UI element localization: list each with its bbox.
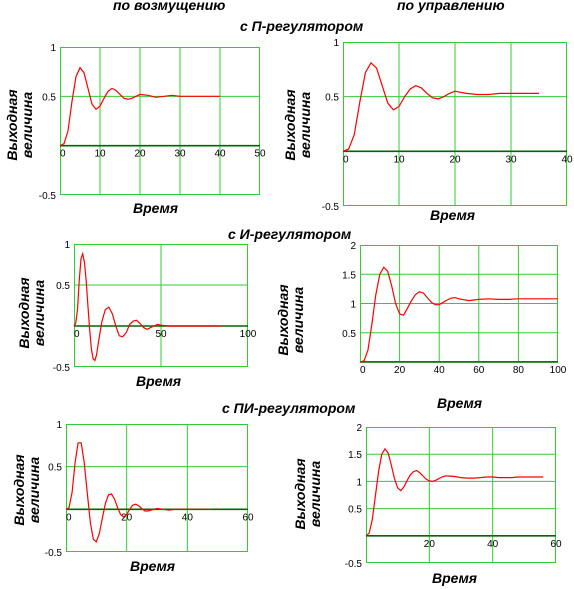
ylabel-p-control: Выходная величина <box>282 89 313 161</box>
x-tick-label: 30 <box>174 149 186 160</box>
y-tick-label: 0.5 <box>348 505 362 516</box>
header-disturbance: по возмущению <box>113 0 226 13</box>
x-tick-label: 20 <box>424 539 436 550</box>
x-tick-label: 40 <box>214 149 226 160</box>
header-p-controller: с П-регулятором <box>240 18 364 34</box>
x-tick-label: 20 <box>394 365 406 376</box>
series-line <box>73 251 222 362</box>
x-tick-label: 60 <box>473 365 485 376</box>
plot-frame <box>60 47 260 195</box>
y-tick-label: -0.5 <box>45 548 63 559</box>
xlabel-p-control: Время <box>430 207 476 223</box>
x-tick-label: 80 <box>513 365 525 376</box>
x-tick-label: 40 <box>182 512 194 523</box>
y-tick-label: -0.5 <box>322 202 340 213</box>
y-tick-label: 0.5 <box>48 463 62 474</box>
xlabel-pi-disturbance: Время <box>130 558 176 574</box>
chart-i-control: 0 20 40 60 80 100 0.5 1 1.5 2 <box>342 241 567 376</box>
x-tick-label: 20 <box>134 149 146 160</box>
y-tick-label: 0.5 <box>325 93 339 104</box>
ylabel-pi-control: Выходная величина <box>292 458 323 530</box>
x-tick-label: 50 <box>254 149 266 160</box>
ylabel-p-disturbance: Выходная величина <box>4 89 35 161</box>
x-tick-label: 40 <box>434 365 446 376</box>
ylabel-i-control: Выходная величина <box>275 284 306 356</box>
x-tick-label: 40 <box>561 154 573 165</box>
x-tick-label: 60 <box>242 512 254 523</box>
x-tick-label: 0 <box>360 365 366 376</box>
series-line <box>359 266 558 363</box>
header-i-controller: с И-регулятором <box>228 226 352 242</box>
x-tick-label: 0 <box>66 512 72 523</box>
chart-pi-disturbance: 0 20 40 60 -0.5 0.5 1 <box>45 420 254 559</box>
plot-frame <box>366 427 556 563</box>
y-tick-label: 2 <box>356 423 362 434</box>
x-tick-label: 10 <box>94 149 106 160</box>
y-tick-label: -0.5 <box>345 559 363 570</box>
y-tick-label: 2 <box>350 241 356 252</box>
chart-pi-control: 20 40 60 -0.5 0.5 1 1.5 2 <box>345 423 562 570</box>
series-line <box>65 442 212 543</box>
x-tick-label: 0 <box>74 329 80 340</box>
y-tick-label: 1.5 <box>342 270 356 281</box>
series-line <box>342 61 539 152</box>
y-tick-label: 0.5 <box>342 329 356 340</box>
x-tick-label: 40 <box>487 539 499 550</box>
x-tick-label: 0 <box>60 149 66 160</box>
x-tick-label: 20 <box>449 154 461 165</box>
xlabel-i-disturbance: Время <box>136 373 182 389</box>
y-tick-label: 1 <box>50 43 56 54</box>
y-tick-label: 1 <box>356 477 362 488</box>
x-tick-label: 10 <box>393 154 405 165</box>
y-tick-label: 1 <box>64 240 70 251</box>
chart-p-control: 0 10 20 30 40 -0.5 0.5 1 <box>322 38 573 213</box>
ylabel-i-disturbance: Выходная величина <box>16 277 47 349</box>
x-tick-label: 50 <box>155 329 167 340</box>
y-tick-label: 0.5 <box>42 92 56 103</box>
xlabel-pi-control: Время <box>432 570 478 586</box>
y-tick-label: 1 <box>333 38 339 49</box>
x-tick-label: 20 <box>121 512 133 523</box>
plot-frame <box>66 424 248 552</box>
x-tick-label: 60 <box>550 539 562 550</box>
xlabel-i-control: Время <box>437 395 483 411</box>
chart-p-disturbance: 0 10 20 30 40 50 -0.5 0.5 1 <box>39 43 266 202</box>
xlabel-p-disturbance: Время <box>133 200 179 216</box>
y-tick-label: 1 <box>350 300 356 311</box>
x-tick-label: 0 <box>343 154 349 165</box>
ylabel-pi-disturbance: Выходная величина <box>11 454 42 526</box>
y-tick-label: 1 <box>56 420 62 431</box>
chart-i-disturbance: 0 50 100 -0.5 0.5 1 <box>53 240 257 374</box>
series-line <box>59 66 220 147</box>
header-control: по управлению <box>397 0 505 13</box>
x-tick-label: 100 <box>550 365 567 376</box>
header-pi-controller: с ПИ-регулятором <box>222 400 356 416</box>
x-tick-label: 30 <box>505 154 517 165</box>
series-line <box>365 447 544 537</box>
y-tick-label: -0.5 <box>53 363 71 374</box>
y-tick-label: 1.5 <box>348 450 362 461</box>
y-tick-label: 0.5 <box>56 281 70 292</box>
y-tick-label: -0.5 <box>39 191 57 202</box>
x-tick-label: 100 <box>240 329 257 340</box>
